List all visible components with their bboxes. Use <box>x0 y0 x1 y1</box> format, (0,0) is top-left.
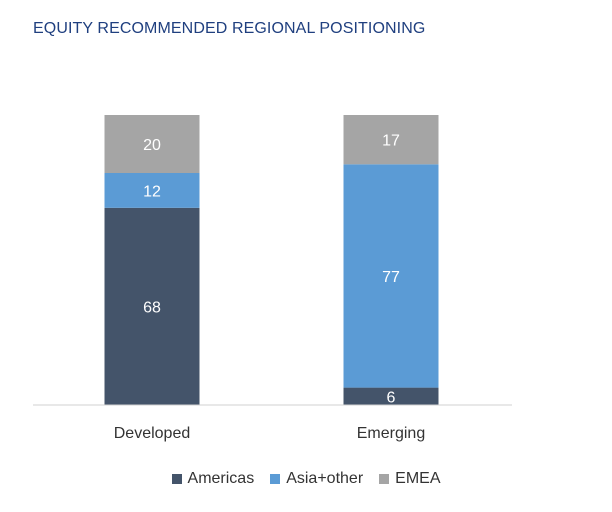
bar-developed-americas <box>104 207 200 405</box>
x-tick-label: Emerging <box>357 425 425 442</box>
legend-swatch <box>379 474 390 484</box>
data-label: 6 <box>387 389 396 406</box>
x-tick-label: Developed <box>114 425 191 442</box>
bar-emerging-asia-other <box>343 164 439 388</box>
legend-label: EMEA <box>395 470 441 487</box>
bar-developed-asia-other <box>104 173 200 208</box>
data-label: 20 <box>143 137 161 154</box>
data-label: 17 <box>382 133 400 150</box>
legend-item: EMEA <box>379 470 440 488</box>
legend-label: Americas <box>187 470 255 487</box>
legend-swatch <box>171 474 182 484</box>
data-label: 68 <box>143 299 161 316</box>
bar-group: 68 12 20 6 77 17 <box>104 115 439 406</box>
bar-developed-emea <box>104 115 200 173</box>
x-tick-labels: Developed Emerging <box>114 425 425 442</box>
legend-item: Americas <box>171 470 255 488</box>
legend-swatch <box>270 474 281 484</box>
legend: Americas Asia+other EMEA <box>0 470 612 488</box>
bar-emerging-americas <box>343 387 439 405</box>
data-label: 12 <box>143 183 161 200</box>
bar-emerging-emea <box>343 115 439 165</box>
legend-item: Asia+other <box>270 470 363 488</box>
data-label: 77 <box>382 269 400 286</box>
chart-title: EQUITY RECOMMENDED REGIONAL POSITIONING <box>33 20 426 37</box>
legend-label: Asia+other <box>286 470 364 487</box>
